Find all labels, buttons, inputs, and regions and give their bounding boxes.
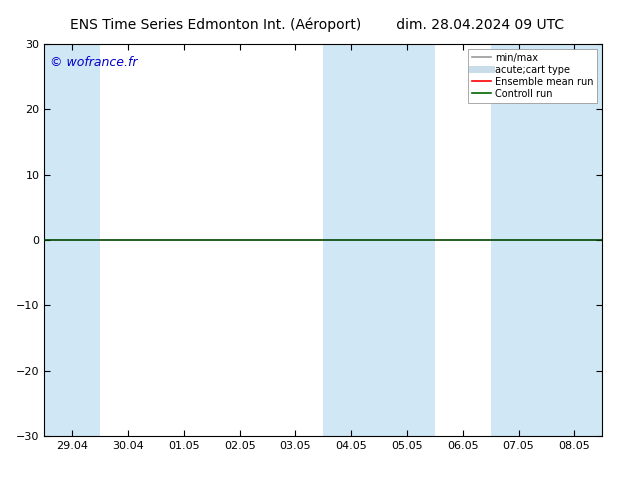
Bar: [323, 44, 435, 436]
Bar: [44, 44, 100, 436]
Text: © wofrance.fr: © wofrance.fr: [50, 56, 138, 69]
Text: ENS Time Series Edmonton Int. (Aéroport)        dim. 28.04.2024 09 UTC: ENS Time Series Edmonton Int. (Aéroport)…: [70, 17, 564, 32]
Bar: [491, 44, 602, 436]
Legend: min/max, acute;cart type, Ensemble mean run, Controll run: min/max, acute;cart type, Ensemble mean …: [468, 49, 597, 102]
